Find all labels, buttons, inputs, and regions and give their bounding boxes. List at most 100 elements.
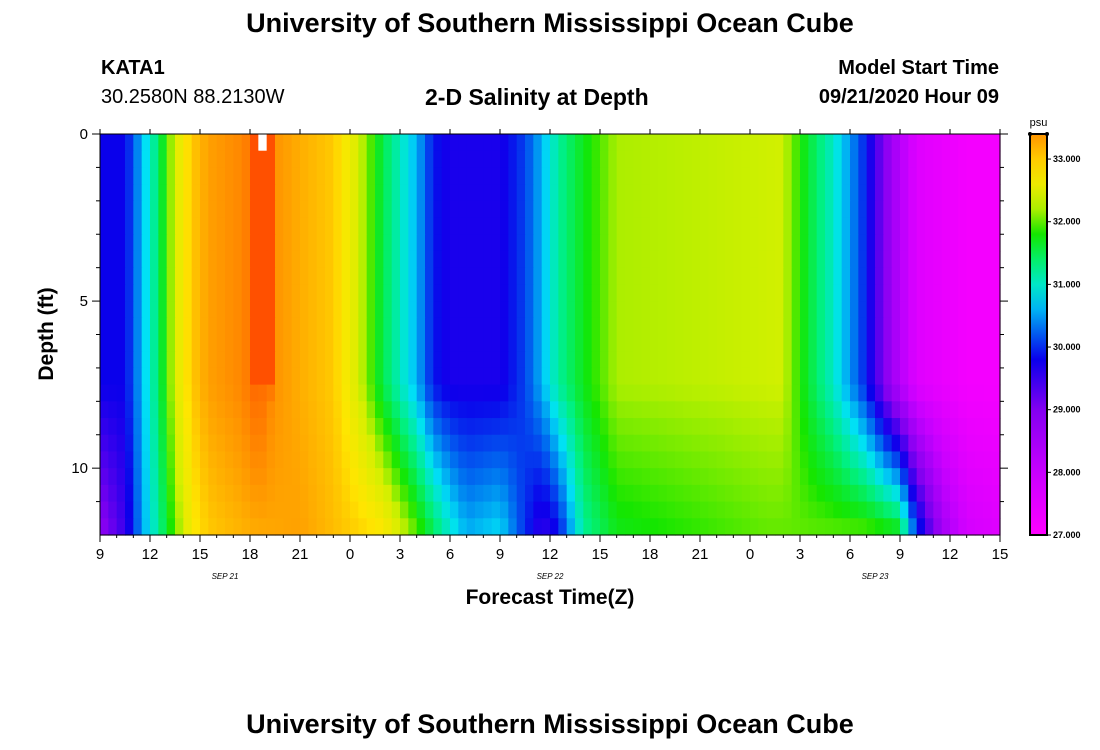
- heatmap-cell: [116, 317, 126, 336]
- heatmap-cell: [750, 501, 759, 519]
- heatmap-cell: [733, 401, 743, 419]
- heatmap-cell: [875, 468, 884, 486]
- heatmap-cell: [266, 418, 276, 436]
- heatmap-cell: [458, 134, 468, 152]
- heatmap-cell: [475, 134, 484, 152]
- heatmap-cell: [666, 284, 676, 302]
- heatmap-cell: [583, 518, 593, 536]
- heatmap-cell: [658, 367, 668, 386]
- heatmap-cell: [775, 334, 784, 352]
- heatmap-cell: [916, 351, 926, 369]
- heatmap-cell: [991, 217, 1001, 235]
- heatmap-cell: [800, 317, 809, 336]
- heatmap-cell: [108, 418, 118, 436]
- heatmap-cell: [975, 267, 984, 285]
- heatmap-cell: [350, 217, 359, 235]
- heatmap-cell: [308, 234, 318, 252]
- heatmap-cell: [833, 150, 843, 169]
- heatmap-cell: [550, 351, 559, 369]
- heatmap-cell: [258, 284, 268, 302]
- heatmap-cell: [641, 518, 651, 536]
- heatmap-cell: [766, 518, 776, 536]
- heatmap-cell: [816, 250, 826, 269]
- heatmap-cell: [458, 267, 468, 285]
- heatmap-cell: [250, 384, 259, 402]
- heatmap-cell: [875, 451, 884, 469]
- heatmap-cell: [566, 184, 576, 202]
- heatmap-cell: [208, 267, 218, 285]
- heatmap-cell: [416, 367, 426, 386]
- heatmap-cell: [916, 367, 926, 386]
- heatmap-cell: [891, 250, 901, 269]
- heatmap-cell: [866, 468, 876, 486]
- heatmap-cell: [733, 367, 743, 386]
- heatmap-cell: [525, 434, 534, 453]
- heatmap-cell: [466, 301, 476, 319]
- heatmap-cell: [900, 184, 909, 202]
- heatmap-cell: [658, 334, 668, 352]
- heatmap-cell: [533, 150, 543, 169]
- heatmap-cell: [875, 217, 884, 235]
- heatmap-cell: [591, 451, 601, 469]
- heatmap-cell: [758, 334, 768, 352]
- heatmap-cell: [450, 200, 459, 219]
- heatmap-cell: [758, 501, 768, 519]
- heatmap-cell: [883, 150, 893, 169]
- heatmap-cell: [625, 351, 634, 369]
- heatmap-cell: [916, 468, 926, 486]
- heatmap-cell: [700, 301, 709, 319]
- heatmap-cell: [125, 301, 134, 319]
- heatmap-cell: [625, 468, 634, 486]
- heatmap-cell: [308, 468, 318, 486]
- heatmap-cell: [675, 184, 684, 202]
- heatmap-cell: [433, 468, 443, 486]
- heatmap-cell: [600, 284, 609, 302]
- heatmap-cell: [616, 418, 626, 436]
- heatmap-cell: [816, 401, 826, 419]
- heatmap-cell: [875, 150, 884, 169]
- heatmap-cell: [883, 267, 893, 285]
- heatmap-cell: [883, 284, 893, 302]
- heatmap-cell: [408, 468, 418, 486]
- heatmap-cell: [533, 234, 543, 252]
- heatmap-cell: [200, 301, 209, 319]
- heatmap-cell: [391, 301, 401, 319]
- heatmap-cell: [533, 401, 543, 419]
- heatmap-cell: [441, 501, 451, 519]
- heatmap-cell: [783, 200, 793, 219]
- heatmap-cell: [800, 384, 809, 402]
- heatmap-cell: [366, 434, 376, 453]
- heatmap-cell: [325, 367, 334, 386]
- heatmap-cell: [158, 334, 168, 352]
- heatmap-cell: [975, 150, 984, 169]
- heatmap-cell: [891, 317, 901, 336]
- heatmap-cell: [841, 250, 851, 269]
- heatmap-cell: [116, 518, 126, 536]
- heatmap-cell: [283, 267, 293, 285]
- heatmap-cell: [591, 267, 601, 285]
- heatmap-cell: [516, 434, 526, 453]
- x-tick-label: 3: [396, 546, 404, 563]
- heatmap-cell: [966, 150, 976, 169]
- heatmap-cell: [108, 367, 118, 386]
- heatmap-cell: [408, 451, 418, 469]
- heatmap-cell: [291, 167, 301, 185]
- heatmap-cell: [333, 501, 343, 519]
- heatmap-cell: [458, 284, 468, 302]
- heatmap-cell: [483, 384, 493, 402]
- heatmap-cell: [141, 468, 151, 486]
- heatmap-cell: [941, 351, 951, 369]
- heatmap-cell: [808, 134, 818, 152]
- heatmap-cell: [650, 250, 659, 269]
- heatmap-cell: [316, 518, 326, 536]
- heatmap-cell: [941, 200, 951, 219]
- heatmap-cell: [333, 468, 343, 486]
- heatmap-cell: [566, 518, 576, 536]
- heatmap-cell: [400, 367, 409, 386]
- heatmap-cell: [341, 401, 351, 419]
- heatmap-cell: [808, 301, 818, 319]
- heatmap-cell: [433, 334, 443, 352]
- heatmap-cell: [900, 468, 909, 486]
- x-tick-label: 12: [142, 546, 159, 563]
